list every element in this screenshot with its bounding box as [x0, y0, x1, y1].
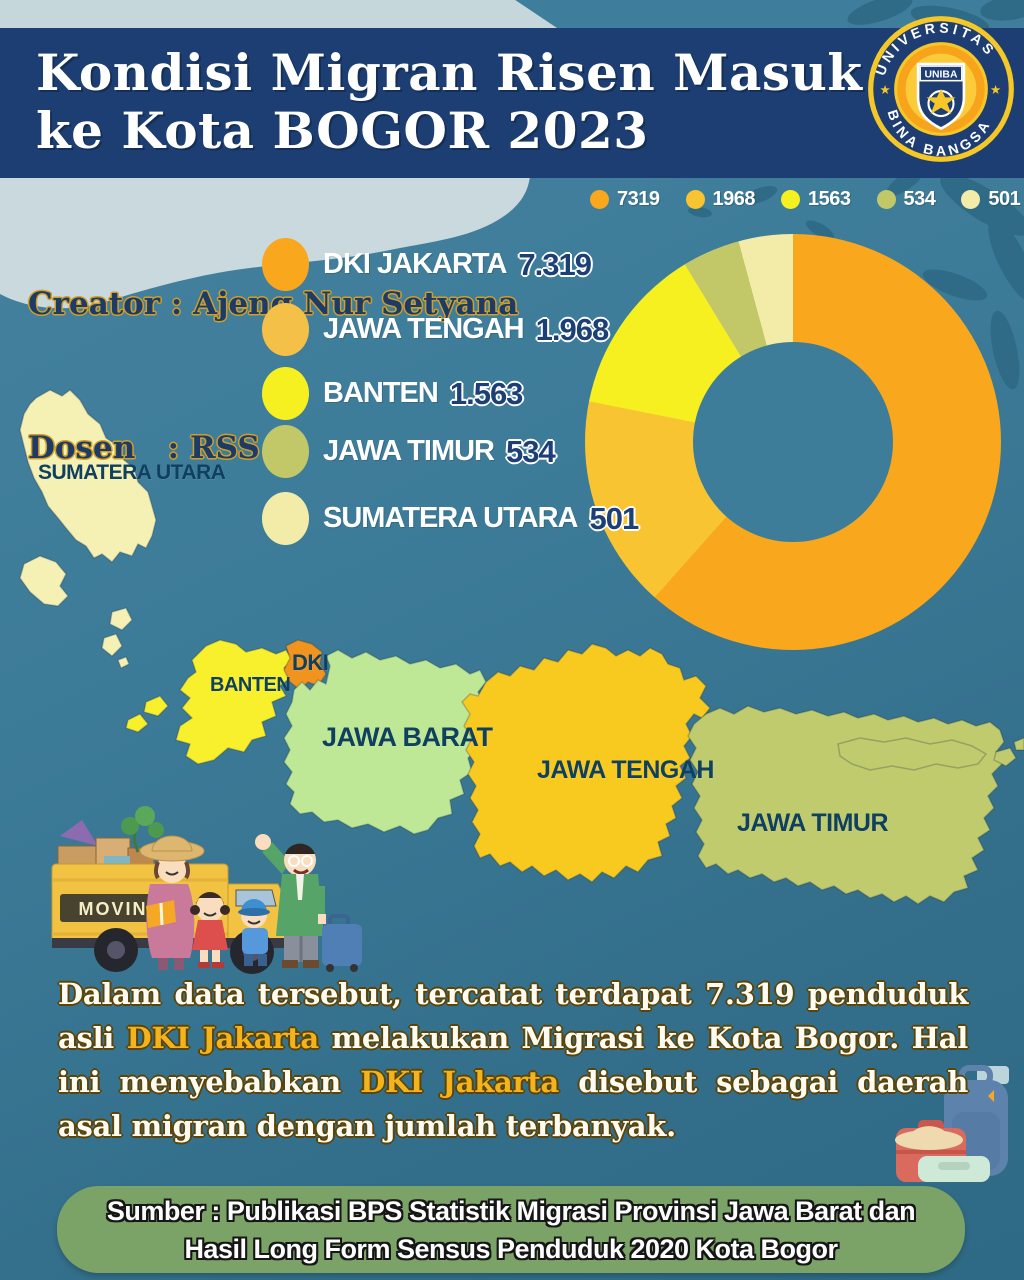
map-island-sumatera [19, 389, 157, 670]
logo-center-text: UNIBA [925, 70, 958, 81]
bullet-icon [262, 238, 309, 291]
leaf-decoration [688, 0, 1024, 390]
logo-star-right: ★ [990, 83, 1001, 97]
dosen-line: Dosen : RSS [28, 430, 260, 466]
list-item: JAWA TIMUR 534 [262, 425, 556, 478]
map-label-jawa-barat: JAWA BARAT [322, 722, 493, 752]
university-logo: UNIVERSITAS BINA BANGSA ★ ★ UNIBA [868, 16, 1014, 162]
region-value: 7.319 [518, 246, 592, 282]
suitcase-icon [322, 914, 362, 972]
region-value: 501 [589, 500, 640, 536]
donut-hole [693, 342, 893, 542]
region-value: 1.968 [535, 311, 610, 347]
creator-wave-panel [0, 176, 530, 309]
map-label-dki: DKI [292, 650, 329, 675]
top-strip-light [0, 0, 560, 30]
list-item: BANTEN 1.563 [262, 367, 524, 420]
region-value: 1.563 [449, 375, 524, 411]
legend-value: 1563 [808, 188, 851, 210]
legend-item: 534 [876, 188, 936, 211]
legend-value: 7319 [617, 188, 660, 210]
bullet-icon [262, 367, 309, 420]
title-line-2: ke Kota BOGOR 2023 [36, 101, 649, 160]
map-island-banten [125, 639, 293, 765]
paragraph-text: Dalam data tersebut, tercatat terdapat 7… [58, 977, 968, 1055]
paragraph-highlight: DKI Jakarta [126, 1021, 320, 1055]
father-figure [255, 834, 362, 972]
paragraph-text: disebut sebagai daerah asal migran denga… [58, 1065, 968, 1143]
map-region-jawa-tengah [461, 643, 712, 883]
legend-item: 1563 [781, 188, 851, 211]
source-banner: Sumber : Publikasi BPS Statistik Migrasi… [57, 1186, 965, 1273]
title-line-1: Kondisi Migran Risen Masuk [36, 43, 863, 102]
legend-item: 501 [961, 188, 1021, 211]
legend-dot-icon [961, 190, 981, 209]
moving-family-illustration: MOVING [51, 806, 362, 974]
mother-figure [139, 835, 205, 970]
legend-dot-icon [590, 190, 609, 209]
luggage-illustration [895, 1065, 1009, 1182]
region-label: DKI JAKARTA [323, 248, 507, 280]
map-label-jawa-timur: JAWA TIMUR [737, 809, 889, 837]
list-item: JAWA TENGAH 1.968 [262, 303, 610, 356]
legend-value: 534 [903, 188, 936, 210]
list-item: DKI JAKARTA 7.319 [262, 238, 592, 291]
legend-dot-icon [685, 190, 705, 209]
region-label: BANTEN [323, 377, 439, 409]
logo-star-left: ★ [880, 83, 891, 97]
bullet-icon [262, 425, 309, 478]
legend-item: 7319 [590, 188, 660, 211]
truck-moving-label: MOVING [78, 899, 163, 919]
map-label-jawa-tengah: JAWA TENGAH [537, 756, 714, 784]
body-paragraph: Dalam data tersebut, tercatat terdapat 7… [58, 972, 968, 1148]
map-island-jawa-timur [687, 705, 1024, 905]
legend-value: 501 [988, 188, 1021, 210]
title-banner: Kondisi Migran Risen Masuk ke Kota BOGOR… [0, 16, 1024, 178]
paragraph-highlight: DKI Jakarta [360, 1065, 560, 1099]
paragraph-text: melakukan Migrasi ke Kota Bogor. Hal ini… [58, 1021, 968, 1099]
legend-dot-icon [876, 190, 896, 209]
map-label-banten: BANTEN [210, 674, 291, 696]
region-label: JAWA TENGAH [323, 313, 525, 345]
hat-icon [895, 1126, 963, 1150]
bullet-icon [262, 303, 309, 356]
boy-figure [238, 899, 270, 966]
legend-dot-icon [781, 190, 800, 209]
bullet-icon [262, 492, 309, 545]
source-line-1: Sumber : Publikasi BPS Statistik Migrasi… [106, 1195, 916, 1226]
page-title: Kondisi Migran Risen Masuk ke Kota BOGOR… [36, 44, 863, 160]
plant-icon [121, 806, 164, 853]
region-label: SUMATERA UTARA [323, 502, 578, 534]
region-value: 534 [505, 433, 556, 469]
list-item: SUMATERA UTARA 501 [262, 492, 640, 545]
map-label-sumatera-utara: SUMATERA UTARA [38, 461, 226, 484]
region-label: JAWA TIMUR [323, 435, 495, 467]
legend-value: 1968 [712, 188, 756, 210]
donut-chart [585, 234, 1001, 650]
source-line-2: Hasil Long Form Sensus Penduduk 2020 Kot… [184, 1233, 838, 1264]
legend-item: 1968 [685, 188, 756, 211]
chart-legend: 7319 1968 1563 534 501 [590, 188, 1021, 211]
girl-figure [190, 892, 230, 968]
